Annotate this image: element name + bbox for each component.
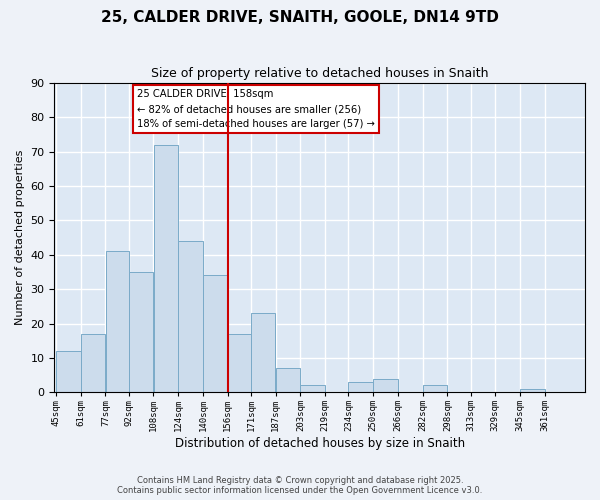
Bar bbox=[56, 351, 80, 392]
Bar bbox=[129, 272, 153, 392]
Bar bbox=[301, 386, 325, 392]
Bar bbox=[520, 389, 545, 392]
Bar bbox=[106, 252, 128, 392]
Title: Size of property relative to detached houses in Snaith: Size of property relative to detached ho… bbox=[151, 68, 488, 80]
Bar bbox=[373, 378, 398, 392]
Bar bbox=[422, 386, 447, 392]
Text: 25, CALDER DRIVE, SNAITH, GOOLE, DN14 9TD: 25, CALDER DRIVE, SNAITH, GOOLE, DN14 9T… bbox=[101, 10, 499, 25]
Bar bbox=[276, 368, 300, 392]
Text: Contains HM Land Registry data © Crown copyright and database right 2025.
Contai: Contains HM Land Registry data © Crown c… bbox=[118, 476, 482, 495]
Text: 25 CALDER DRIVE: 158sqm
← 82% of detached houses are smaller (256)
18% of semi-d: 25 CALDER DRIVE: 158sqm ← 82% of detache… bbox=[137, 89, 374, 129]
Y-axis label: Number of detached properties: Number of detached properties bbox=[15, 150, 25, 326]
Bar bbox=[81, 334, 106, 392]
Bar bbox=[349, 382, 373, 392]
Bar bbox=[154, 145, 178, 392]
X-axis label: Distribution of detached houses by size in Snaith: Distribution of detached houses by size … bbox=[175, 437, 465, 450]
Bar bbox=[251, 313, 275, 392]
Bar bbox=[228, 334, 251, 392]
Bar bbox=[203, 276, 227, 392]
Bar bbox=[178, 241, 203, 392]
